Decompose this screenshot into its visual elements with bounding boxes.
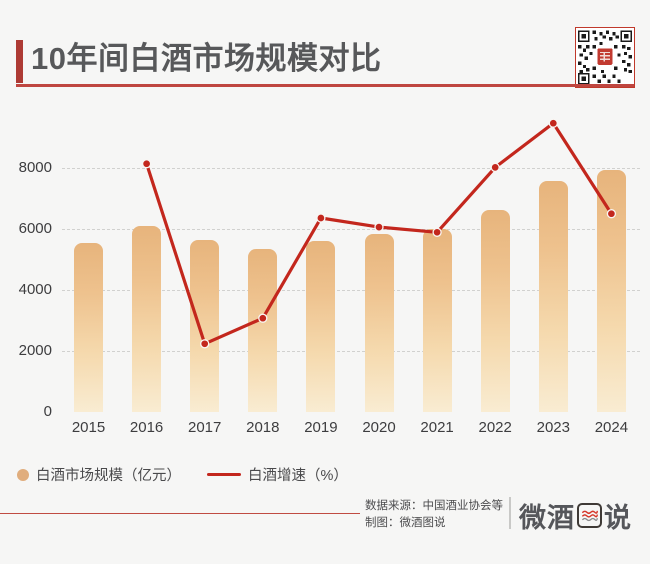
bar-series-marker-icon bbox=[17, 468, 29, 481]
gridline-2000 bbox=[62, 351, 640, 353]
legend-item-growth-rate: 白酒增速（%） bbox=[207, 464, 348, 485]
bar-2023 bbox=[538, 181, 568, 412]
x-tick-label-2020: 2020 bbox=[362, 419, 396, 436]
x-tick-label-2024: 2024 bbox=[594, 419, 629, 436]
logo-text-prefix: 微酒 bbox=[519, 503, 575, 533]
footer-red-rule bbox=[0, 513, 360, 515]
bar-2016 bbox=[132, 226, 162, 412]
bar-2021 bbox=[422, 229, 452, 412]
x-tick-label-2015: 2015 bbox=[71, 419, 106, 436]
line-point-2020 bbox=[374, 222, 384, 232]
line-series-marker-icon bbox=[207, 472, 241, 477]
bar-2017 bbox=[190, 239, 220, 412]
x-tick-label-2022: 2022 bbox=[478, 419, 512, 436]
chart-legend: 白酒市场规模（亿元） 白酒增速（%） bbox=[17, 464, 348, 485]
legend-item-market-size: 白酒市场规模（亿元） bbox=[17, 464, 181, 485]
line-point-2021 bbox=[432, 227, 442, 237]
source-block: 数据来源：中国酒业协会等 制图：微酒图说 bbox=[365, 498, 503, 532]
x-tick-label-2023: 2023 bbox=[536, 419, 570, 436]
x-tick-label-2016: 2016 bbox=[129, 419, 164, 436]
y-tick-label-0: 0 bbox=[43, 403, 52, 420]
data-source-text: 数据来源：中国酒业协会等 bbox=[365, 500, 503, 512]
footer-divider bbox=[509, 497, 511, 529]
line-point-2018 bbox=[258, 313, 268, 323]
line-point-2022 bbox=[490, 162, 500, 173]
gridline-6000 bbox=[62, 229, 640, 231]
bar-2018 bbox=[248, 248, 278, 412]
title-accent-bar bbox=[16, 40, 23, 83]
line-point-2016 bbox=[141, 159, 152, 169]
page-title: 10年间白酒市场规模对比 bbox=[31, 41, 382, 76]
x-tick-label-2021: 2021 bbox=[420, 419, 454, 436]
legend-label-market-size: 白酒市场规模（亿元） bbox=[36, 468, 181, 484]
x-tick-label-2017: 2017 bbox=[188, 419, 222, 436]
bar-2020 bbox=[364, 233, 394, 412]
bar-2015 bbox=[74, 242, 103, 412]
gridline-4000 bbox=[62, 290, 640, 292]
line-point-2017 bbox=[200, 339, 210, 349]
logo-text-suffix: 说 bbox=[604, 503, 632, 533]
x-tick-label-2018: 2018 bbox=[246, 419, 280, 436]
y-tick-label-2000: 2000 bbox=[18, 342, 52, 360]
brand-logo: 微酒 说 bbox=[519, 496, 632, 535]
credit-text: 制图：微酒图说 bbox=[365, 517, 446, 529]
title-underline bbox=[16, 84, 634, 87]
y-tick-label-4000: 4000 bbox=[18, 281, 52, 299]
gridline-8000 bbox=[62, 168, 640, 170]
line-point-2019 bbox=[316, 213, 326, 223]
y-tick-label-6000: 6000 bbox=[18, 220, 52, 238]
legend-label-growth-rate: 白酒增速（%） bbox=[248, 468, 348, 484]
line-point-2023 bbox=[548, 118, 558, 128]
x-tick-label-2019: 2019 bbox=[304, 419, 338, 436]
bar-2019 bbox=[306, 240, 336, 412]
line-point-2024 bbox=[606, 209, 617, 219]
y-tick-label-8000: 8000 bbox=[18, 159, 52, 177]
qr-code-icon bbox=[575, 27, 635, 88]
logo-wave-lines-icon bbox=[577, 503, 602, 528]
bar-2022 bbox=[480, 210, 510, 412]
